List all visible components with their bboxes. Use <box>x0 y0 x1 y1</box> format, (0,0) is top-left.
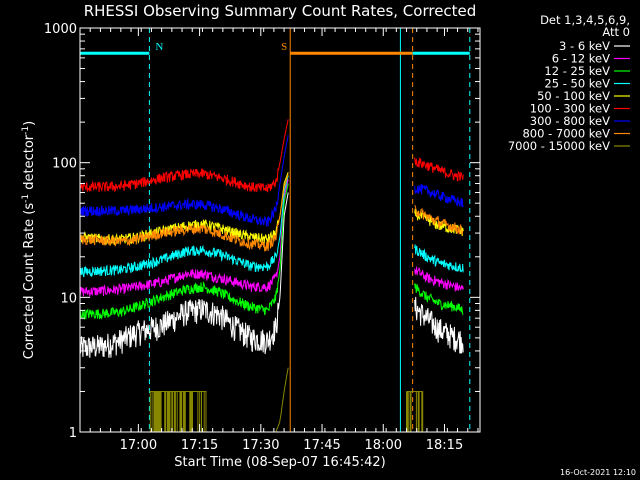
legend-label-5: 100 - 300 keV <box>530 102 610 116</box>
y-tick-label-2: 100 <box>52 157 77 172</box>
series-line-7 <box>79 174 289 252</box>
legend-label-8: 7000 - 15000 keV <box>508 139 610 153</box>
series-3 <box>79 175 464 278</box>
series-7000-spikes-1 <box>406 391 424 432</box>
marker-label-1: S <box>281 41 287 53</box>
series-1 <box>79 179 464 297</box>
series-line-post-3 <box>414 244 464 273</box>
series-7 <box>79 174 464 252</box>
series-2 <box>79 183 464 320</box>
date-stamp: 16-Oct-2021 12:10 <box>560 468 636 477</box>
x-tick-label-3: 17:45 <box>303 438 340 453</box>
legend-header-0: Det 1,3,4,5,6,9, <box>540 13 630 27</box>
legend-label-6: 300 - 800 keV <box>530 114 610 128</box>
chart-title: RHESSI Observing Summary Count Rates, Co… <box>84 2 477 20</box>
y-axis-label-main: Corrected Count Rate (s <box>22 203 37 360</box>
series-line-3 <box>79 175 289 278</box>
y-axis-label: Corrected Count Rate (s-1 detector-1) <box>21 121 37 359</box>
legend-label-2: 12 - 25 keV <box>544 64 610 78</box>
series-line-post-7 <box>414 204 464 235</box>
series-line-0 <box>79 192 289 358</box>
plot-frame <box>79 27 481 433</box>
series-0 <box>79 192 464 358</box>
series-6 <box>79 135 464 227</box>
axes: 17:00 17:15 17:30 17:45 18:00 18:15 1 10 100 1000 <box>44 22 481 453</box>
y-tick-label-1: 10 <box>60 291 77 306</box>
series-7000-spikes-0 <box>149 391 207 432</box>
marker-label-0: N <box>155 41 163 53</box>
y-axis-label-end: ) <box>22 121 37 126</box>
series-5 <box>79 119 464 193</box>
series-8 <box>149 367 424 433</box>
y-axis-label-sup2: -1 <box>21 126 31 135</box>
legend-label-7: 800 - 7000 keV <box>522 127 610 141</box>
series-line-post-0 <box>414 296 464 354</box>
legend-label-4: 50 - 100 keV <box>537 89 610 103</box>
y-axis-label-mid: detector <box>22 134 37 194</box>
y-tick-label-3: 1000 <box>44 22 77 37</box>
y-tick-label-0: 1 <box>69 426 77 441</box>
x-tick-label-2: 17:30 <box>242 438 279 453</box>
legend-label-0: 3 - 6 keV <box>559 39 610 53</box>
x-tick-label-5: 18:15 <box>426 438 463 453</box>
series-line-8 <box>275 367 289 433</box>
y-axis-label-sup1: -1 <box>21 194 31 203</box>
x-tick-label-0: 17:00 <box>120 438 157 453</box>
x-tick-label-4: 18:00 <box>365 438 402 453</box>
series-line-post-5 <box>414 157 464 182</box>
series-line-2 <box>79 183 289 320</box>
series-line-6 <box>79 135 289 227</box>
series-line-post-1 <box>414 266 464 292</box>
legend-header-1: Att 0 <box>602 25 630 39</box>
series-line-5 <box>79 119 289 193</box>
legend-label-3: 25 - 50 keV <box>544 77 610 91</box>
legend-label-1: 6 - 12 keV <box>552 52 610 66</box>
series-line-post-6 <box>414 184 464 208</box>
series-line-1 <box>79 179 289 297</box>
series-line-post-2 <box>414 283 464 316</box>
x-tick-label-1: 17:15 <box>181 438 218 453</box>
x-axis-label: Start Time (08-Sep-07 16:45:42) <box>174 455 385 470</box>
